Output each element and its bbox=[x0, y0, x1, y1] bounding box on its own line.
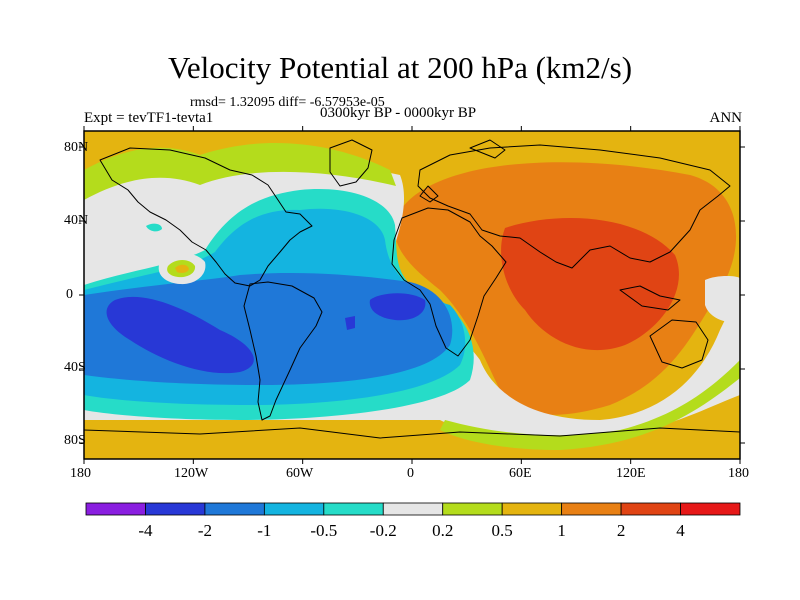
plot-title: Velocity Potential at 200 hPa (km2/s) bbox=[167, 50, 633, 85]
colorbar-swatch bbox=[263, 502, 325, 516]
colorbar-swatch bbox=[680, 502, 741, 516]
colorbar-label: 0.5 bbox=[491, 521, 513, 540]
lon-label-120w: 120W bbox=[174, 466, 209, 481]
colorbar-label: 4 bbox=[676, 521, 685, 540]
colorbar-swatch bbox=[620, 502, 681, 516]
colorbar-swatch bbox=[382, 502, 444, 516]
lat-label-80n: 80N bbox=[64, 140, 89, 155]
map-field bbox=[84, 131, 740, 459]
colorbar-label: -4 bbox=[138, 521, 153, 540]
lon-label-120e: 120E bbox=[616, 466, 646, 481]
colorbar-label: 1 bbox=[557, 521, 566, 540]
colorbar-swatch bbox=[85, 502, 146, 516]
colorbar-swatch bbox=[204, 502, 265, 516]
colorbar-swatch bbox=[323, 502, 384, 516]
lat-label-80s: 80S bbox=[64, 433, 86, 448]
lon-label-60e: 60E bbox=[509, 466, 532, 481]
experiment-label: Expt = tevTF1-tevta1 bbox=[84, 110, 214, 126]
coastlines bbox=[84, 139, 740, 439]
axis-ticks bbox=[79, 126, 745, 464]
colorbar-label: -0.2 bbox=[369, 521, 397, 540]
colorbar-label: 2 bbox=[616, 521, 626, 540]
lat-label-40n: 40N bbox=[64, 213, 89, 228]
period-label: 0300kyr BP - 0000kyr BP bbox=[320, 105, 477, 121]
colorbar-swatch bbox=[561, 502, 622, 516]
colorbar-label: -1 bbox=[257, 521, 272, 540]
lon-label-60w: 60W bbox=[286, 466, 314, 481]
rmsd-diff-stats: rmsd= 1.32095 diff= -6.57953e-05 bbox=[190, 95, 385, 110]
colorbar bbox=[85, 502, 741, 516]
season-label: ANN bbox=[709, 110, 743, 126]
colorbar-swatch bbox=[145, 502, 206, 516]
lon-label-180e: 180 bbox=[728, 466, 749, 481]
colorbar-swatch bbox=[442, 502, 503, 516]
colorbar-swatch bbox=[501, 502, 563, 516]
colorbar-label: 0.2 bbox=[432, 521, 454, 540]
lat-label-40s: 40S bbox=[64, 360, 86, 375]
lon-label-180w: 180 bbox=[70, 466, 91, 481]
lat-label-eq: 0 bbox=[66, 287, 73, 302]
colorbar-label: -0.5 bbox=[310, 521, 338, 540]
lon-label-0: 0 bbox=[407, 466, 414, 481]
colorbar-label: -2 bbox=[197, 521, 212, 540]
